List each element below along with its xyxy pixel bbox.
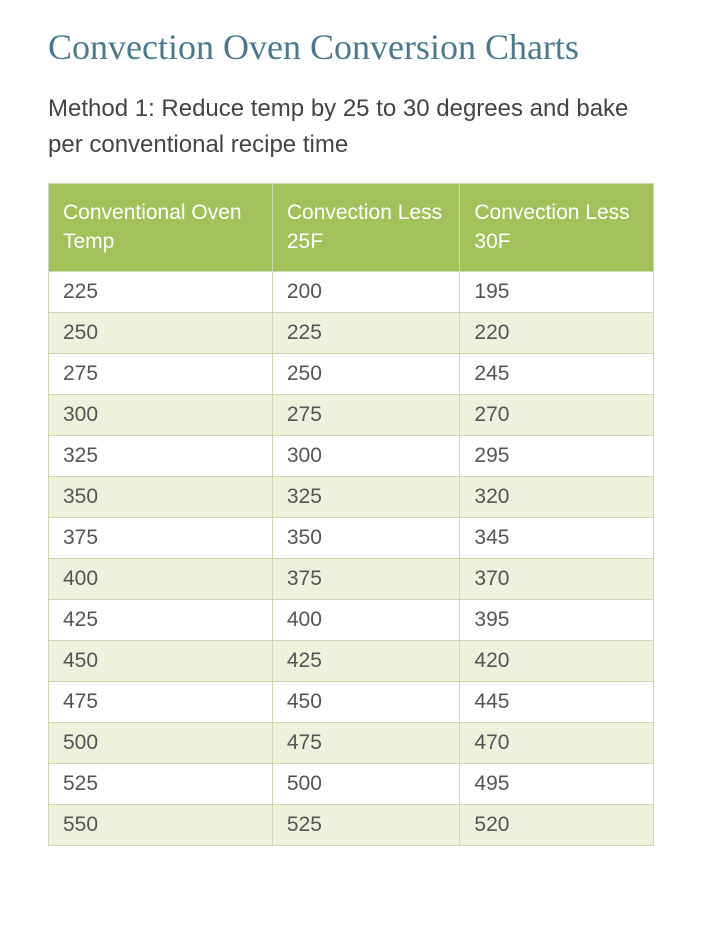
column-header: Conventional Oven Temp (49, 183, 273, 271)
table-row: 525500495 (49, 763, 654, 804)
table-cell: 450 (272, 681, 460, 722)
table-header-row: Conventional Oven Temp Convection Less 2… (49, 183, 654, 271)
table-cell: 275 (49, 353, 273, 394)
table-cell: 300 (272, 435, 460, 476)
table-cell: 300 (49, 394, 273, 435)
table-cell: 470 (460, 722, 654, 763)
table-cell: 325 (49, 435, 273, 476)
table-cell: 225 (272, 312, 460, 353)
table-cell: 495 (460, 763, 654, 804)
table-cell: 475 (49, 681, 273, 722)
table-cell: 475 (272, 722, 460, 763)
table-row: 250225220 (49, 312, 654, 353)
table-cell: 550 (49, 804, 273, 845)
table-cell: 400 (272, 599, 460, 640)
table-cell: 220 (460, 312, 654, 353)
page-title: Convection Oven Conversion Charts (48, 24, 654, 71)
table-cell: 450 (49, 640, 273, 681)
table-row: 375350345 (49, 517, 654, 558)
table-row: 300275270 (49, 394, 654, 435)
table-row: 325300295 (49, 435, 654, 476)
table-cell: 520 (460, 804, 654, 845)
table-cell: 325 (272, 476, 460, 517)
table-cell: 375 (49, 517, 273, 558)
table-cell: 195 (460, 271, 654, 312)
table-cell: 270 (460, 394, 654, 435)
table-cell: 525 (49, 763, 273, 804)
method-description: Method 1: Reduce temp by 25 to 30 degree… (48, 91, 654, 163)
table-cell: 500 (272, 763, 460, 804)
table-cell: 320 (460, 476, 654, 517)
table-row: 450425420 (49, 640, 654, 681)
table-row: 500475470 (49, 722, 654, 763)
table-cell: 500 (49, 722, 273, 763)
table-row: 550525520 (49, 804, 654, 845)
table-cell: 420 (460, 640, 654, 681)
table-cell: 345 (460, 517, 654, 558)
conversion-table: Conventional Oven Temp Convection Less 2… (48, 183, 654, 846)
table-cell: 400 (49, 558, 273, 599)
table-cell: 425 (272, 640, 460, 681)
column-header: Convection Less 30F (460, 183, 654, 271)
table-cell: 250 (49, 312, 273, 353)
table-cell: 245 (460, 353, 654, 394)
table-row: 225200195 (49, 271, 654, 312)
table-row: 475450445 (49, 681, 654, 722)
table-cell: 275 (272, 394, 460, 435)
table-cell: 445 (460, 681, 654, 722)
table-row: 350325320 (49, 476, 654, 517)
table-cell: 350 (49, 476, 273, 517)
table-cell: 395 (460, 599, 654, 640)
table-row: 400375370 (49, 558, 654, 599)
table-cell: 525 (272, 804, 460, 845)
table-cell: 375 (272, 558, 460, 599)
column-header: Convection Less 25F (272, 183, 460, 271)
table-cell: 250 (272, 353, 460, 394)
table-cell: 200 (272, 271, 460, 312)
table-cell: 425 (49, 599, 273, 640)
table-row: 425400395 (49, 599, 654, 640)
table-cell: 350 (272, 517, 460, 558)
table-cell: 370 (460, 558, 654, 599)
table-cell: 295 (460, 435, 654, 476)
table-row: 275250245 (49, 353, 654, 394)
table-cell: 225 (49, 271, 273, 312)
